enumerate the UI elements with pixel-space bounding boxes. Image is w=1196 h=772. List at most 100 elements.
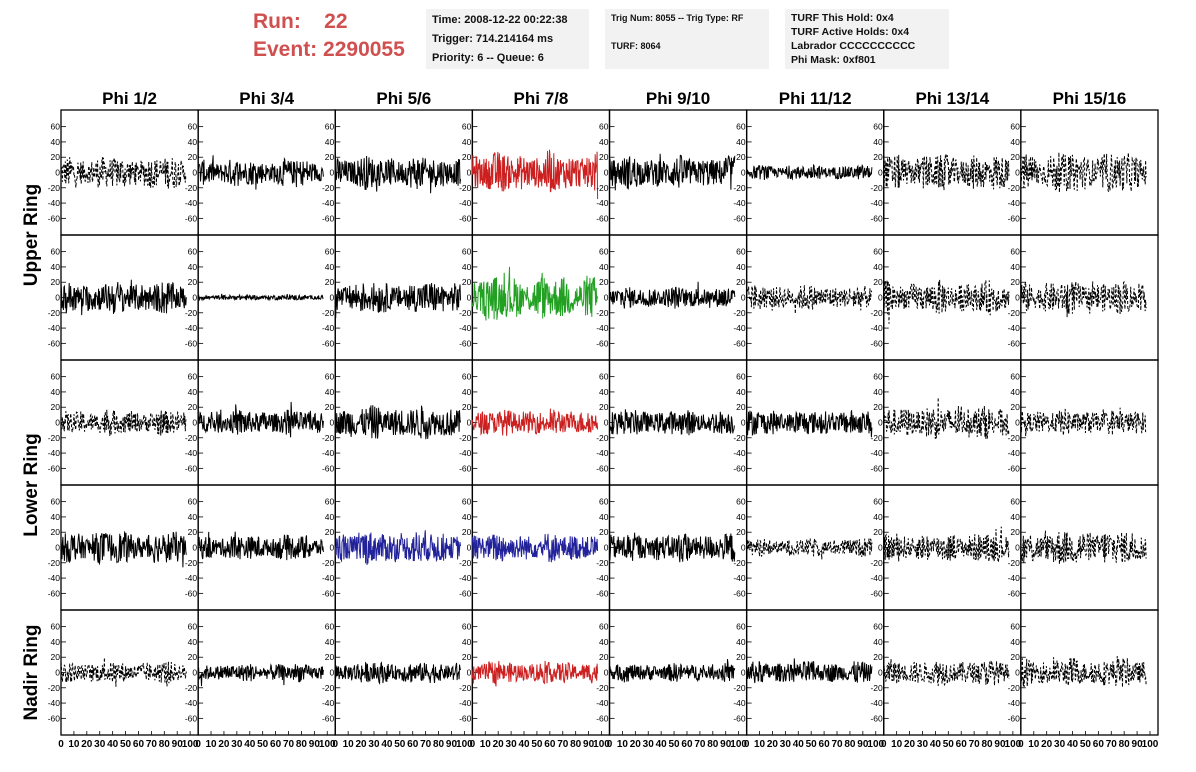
y-tick-label: 60 <box>1010 622 1020 632</box>
y-tick-label: 60 <box>873 247 883 257</box>
x-tick-label: 20 <box>767 739 779 750</box>
x-tick-label: 60 <box>133 739 145 750</box>
x-tick-label: 30 <box>94 739 106 750</box>
y-tick-label: 40 <box>1010 262 1020 272</box>
waveform-trace <box>1020 530 1147 565</box>
y-tick-label: 20 <box>188 402 198 412</box>
y-tick-label: 60 <box>51 622 61 632</box>
x-tick-label: 0 <box>332 739 338 750</box>
y-tick-label: -20 <box>185 558 198 568</box>
y-tick-label: 40 <box>462 637 472 647</box>
y-tick-label: 20 <box>51 402 61 412</box>
y-tick-label: -40 <box>459 698 472 708</box>
waveform-trace <box>60 657 187 687</box>
y-tick-label: 20 <box>462 402 472 412</box>
x-tick-label: 70 <box>146 739 158 750</box>
x-tick-label: 10 <box>1028 739 1040 750</box>
x-tick-label: 70 <box>694 739 706 750</box>
waveform-trace <box>746 410 873 438</box>
x-tick-label: 30 <box>231 739 243 750</box>
waveform-trace <box>60 157 187 189</box>
y-tick-label: 60 <box>736 372 746 382</box>
y-tick-label: 40 <box>462 512 472 522</box>
waveform-trace <box>1020 407 1147 437</box>
info-trig-num: Trig Num: 8055 -- Trig Type: RF <box>611 13 744 23</box>
y-tick-label: 0 <box>878 668 883 678</box>
x-tick-label: 0 <box>58 739 64 750</box>
y-tick-label: 40 <box>462 262 472 272</box>
y-tick-label: -60 <box>48 713 61 723</box>
y-tick-label: -40 <box>1008 323 1021 333</box>
info-box-time: Time: 2008-12-22 00:22:38 Trigger: 714.2… <box>426 9 589 69</box>
y-tick-label: -40 <box>733 573 746 583</box>
y-tick-label: 0 <box>55 168 60 178</box>
x-tick-label: 60 <box>1093 739 1105 750</box>
y-tick-label: 40 <box>873 637 883 647</box>
y-tick-label: 40 <box>188 387 198 397</box>
x-tick-label: 70 <box>831 739 843 750</box>
x-tick-label: 10 <box>343 739 355 750</box>
y-tick-label: 20 <box>599 527 609 537</box>
waveform-trace <box>471 660 599 687</box>
waveform-trace <box>60 279 187 316</box>
waveform-trace <box>334 530 461 565</box>
y-tick-label: -60 <box>48 588 61 598</box>
y-tick-label: 60 <box>599 122 609 132</box>
event-label: Event: <box>253 38 318 61</box>
y-tick-label: -40 <box>185 323 198 333</box>
y-tick-label: -20 <box>870 558 883 568</box>
x-tick-label: 100 <box>730 739 747 750</box>
y-tick-label: -20 <box>185 183 198 193</box>
x-tick-label: 50 <box>669 739 681 750</box>
y-tick-label: -40 <box>185 698 198 708</box>
y-tick-label: 20 <box>51 652 61 662</box>
y-tick-label: -40 <box>459 198 472 208</box>
waveform-trace <box>609 659 736 683</box>
y-tick-label: 20 <box>599 652 609 662</box>
y-tick-label: 20 <box>736 402 746 412</box>
y-tick-label: 60 <box>462 247 472 257</box>
y-tick-label: -40 <box>185 198 198 208</box>
y-tick-label: -60 <box>596 338 609 348</box>
y-tick-label: -40 <box>1008 448 1021 458</box>
info-box-trig: Trig Num: 8055 -- Trig Type: RF TURF: 80… <box>605 9 769 69</box>
x-tick-label: 90 <box>994 739 1006 750</box>
x-tick-label: 30 <box>780 739 792 750</box>
x-tick-label: 0 <box>1018 739 1024 750</box>
x-tick-label: 40 <box>930 739 942 750</box>
y-tick-label: 0 <box>330 543 335 553</box>
y-tick-label: 40 <box>599 387 609 397</box>
x-tick-label: 90 <box>857 739 869 750</box>
y-tick-label: 20 <box>325 402 335 412</box>
x-tick-label: 0 <box>607 739 613 750</box>
x-tick-label: 20 <box>1041 739 1053 750</box>
y-tick-label: -60 <box>733 713 746 723</box>
x-tick-label: 20 <box>218 739 230 750</box>
x-tick-label: 80 <box>981 739 993 750</box>
y-tick-label: -40 <box>733 198 746 208</box>
x-tick-label: 40 <box>793 739 805 750</box>
y-tick-label: -60 <box>596 588 609 598</box>
y-tick-label: -60 <box>870 338 883 348</box>
y-tick-label: 0 <box>55 543 60 553</box>
y-tick-label: 60 <box>599 247 609 257</box>
y-tick-label: 40 <box>736 387 746 397</box>
y-tick-label: 40 <box>736 262 746 272</box>
y-tick-label: -20 <box>596 308 609 318</box>
x-tick-label: 20 <box>356 739 368 750</box>
x-tick-label: 20 <box>493 739 505 750</box>
y-tick-label: 60 <box>736 497 746 507</box>
column-title: Phi 15/16 <box>1053 89 1127 108</box>
y-tick-label: 0 <box>604 668 609 678</box>
x-tick-label: 100 <box>182 739 199 750</box>
y-tick-label: -20 <box>733 558 746 568</box>
x-tick-label: 70 <box>283 739 295 750</box>
waveform-trace <box>197 155 324 190</box>
x-tick-label: 10 <box>480 739 492 750</box>
waveform-trace <box>334 405 461 440</box>
y-tick-label: -60 <box>596 213 609 223</box>
y-tick-label: -20 <box>322 433 335 443</box>
y-tick-label: 20 <box>325 652 335 662</box>
x-tick-label: 60 <box>819 739 831 750</box>
y-tick-label: -60 <box>596 713 609 723</box>
